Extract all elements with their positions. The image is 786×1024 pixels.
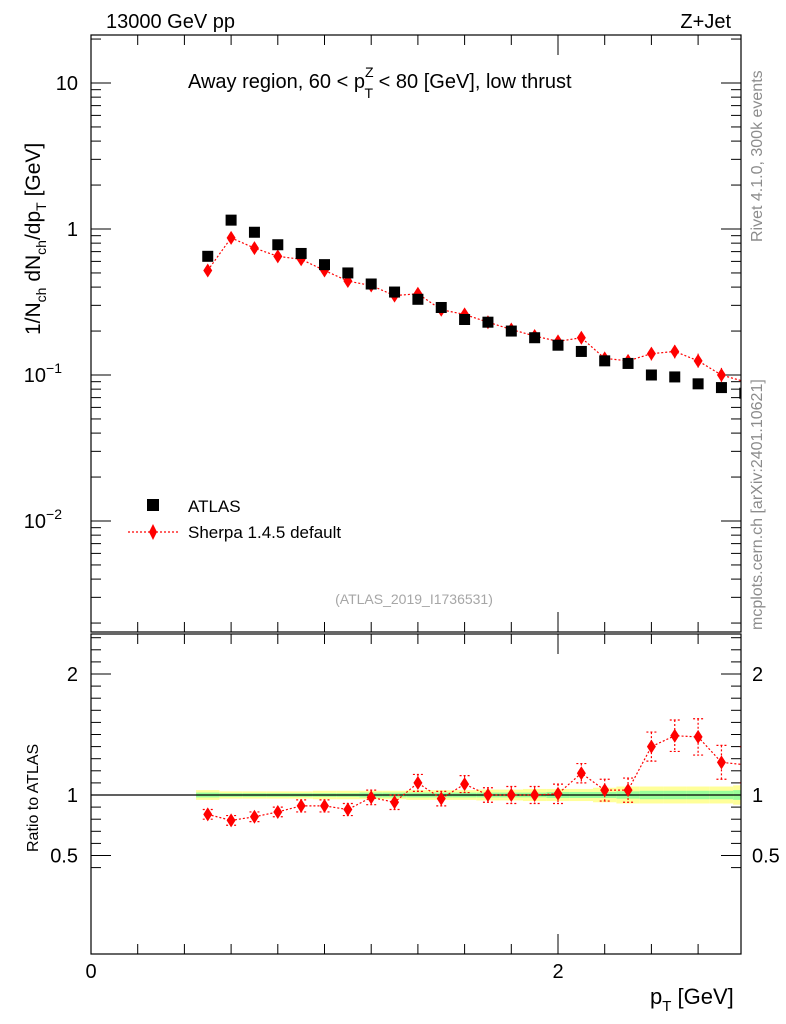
- ratio-y-tick-label-right: 2: [752, 664, 763, 686]
- main-series: [202, 214, 741, 399]
- sherpa-point: [296, 252, 306, 267]
- atlas-point: [739, 387, 741, 399]
- ratio-series: [202, 718, 773, 828]
- sherpa-point: [576, 330, 586, 345]
- legend-marker-sherpa: [149, 524, 157, 540]
- ratio-point: [646, 739, 656, 754]
- atlas-point: [272, 239, 284, 251]
- ratio-point: [670, 728, 680, 743]
- atlas-point: [505, 325, 517, 337]
- sherpa-point: [249, 241, 259, 256]
- sherpa-point: [203, 263, 213, 278]
- ratio-point: [436, 791, 446, 806]
- atlas-point: [692, 378, 704, 390]
- atlas-point: [412, 293, 424, 305]
- atlas-point: [225, 214, 237, 226]
- atlas-point: [575, 345, 587, 357]
- mcplots-label: mcplots.cern.ch [arXiv:2401.10621]: [749, 379, 766, 630]
- ratio-point: [273, 804, 283, 819]
- ratio-line: [207, 735, 741, 822]
- ratio-point: [693, 729, 703, 744]
- ratio-point: [600, 783, 610, 798]
- main-y-tick-label: 1: [67, 219, 78, 241]
- ratio-frame: [90, 633, 742, 955]
- atlas-point: [389, 286, 401, 298]
- ratio-point: [366, 790, 376, 805]
- ratio-axes: 0.50.51122024: [50, 634, 780, 983]
- ratio-point: [460, 777, 470, 792]
- rivet-label: Rivet 4.1.0, 300k events: [749, 70, 766, 242]
- ratio-y-tick-label-right: 0.5: [752, 846, 780, 868]
- ratio-point: [764, 782, 773, 796]
- ratio-y-tick-label-left: 1: [67, 785, 78, 807]
- atlas-point: [342, 267, 354, 279]
- ratio-point: [553, 786, 563, 801]
- ratio-x-tick-label: 2: [552, 961, 563, 983]
- ratio-point: [740, 763, 741, 766]
- sherpa-point: [693, 353, 703, 368]
- main-y-tick-label: 10−2: [24, 506, 62, 533]
- ratio-point: [716, 755, 726, 770]
- sherpa-point: [670, 344, 680, 359]
- atlas-point: [202, 250, 214, 262]
- atlas-point: [645, 369, 657, 381]
- y-axis-label: 1/Nch dNch/dpT [GeV]: [22, 143, 49, 335]
- x-axis-label: pT [GeV]: [650, 984, 734, 1015]
- ratio-point: [623, 783, 633, 798]
- main-y-tick-label: 10: [56, 73, 78, 95]
- ratio-point: [320, 798, 329, 813]
- atlas-point: [248, 226, 260, 238]
- ratio-y-axis-label: Ratio to ATLAS: [25, 744, 42, 852]
- ratio-point: [296, 798, 306, 813]
- ratio-point: [390, 795, 400, 810]
- legend-label-sherpa: Sherpa 1.4.5 default: [188, 523, 341, 542]
- atlas-point: [552, 339, 564, 351]
- sherpa-point: [716, 368, 726, 382]
- chart-title: Away region, 60 < pZ T < 80 [GeV], low th…: [188, 64, 572, 101]
- legend: ATLAS Sherpa 1.4.5 default: [128, 497, 341, 542]
- main-axes: 10 1 10−1 10−2: [24, 35, 741, 632]
- ratio-x-tick-label: 0: [85, 961, 96, 983]
- ratio-point: [343, 802, 353, 817]
- band-inner: [780, 790, 786, 800]
- legend-label-atlas: ATLAS: [188, 497, 241, 516]
- ratio-y-tick-label-left: 2: [67, 664, 78, 686]
- ratio-point: [249, 809, 259, 824]
- sherpa-line: [207, 237, 741, 382]
- band-outer: [780, 785, 786, 804]
- legend-marker-atlas: [147, 499, 159, 511]
- ratio-point: [483, 788, 493, 802]
- atlas-point: [365, 278, 377, 290]
- atlas-point: [529, 332, 541, 344]
- sherpa-point: [226, 230, 236, 245]
- sherpa-point: [273, 249, 283, 264]
- main-y-tick-label: 10−1: [24, 360, 62, 387]
- sherpa-point: [740, 380, 741, 383]
- atlas-point: [622, 357, 634, 369]
- atlas-point: [319, 259, 330, 271]
- header-right: Z+Jet: [680, 11, 731, 33]
- ratio-point: [203, 807, 213, 822]
- header-left: 13000 GeV pp: [106, 11, 235, 33]
- atlas-point: [435, 301, 447, 313]
- atlas-point: [295, 247, 307, 259]
- ratio-point: [506, 788, 516, 802]
- atlas-point: [459, 313, 471, 325]
- ratio-point: [576, 766, 586, 781]
- atlas-point: [715, 382, 727, 394]
- sherpa-point: [646, 346, 656, 361]
- main-frame: [90, 34, 742, 633]
- ratio-point: [530, 788, 540, 802]
- atlas-point: [482, 316, 494, 328]
- ratio-y-tick-label-right: 1: [752, 785, 763, 807]
- ratio-point: [226, 813, 236, 828]
- analysis-watermark: (ATLAS_2019_I1736531): [335, 591, 493, 607]
- ratio-y-tick-label-left: 0.5: [50, 846, 78, 868]
- ratio-point: [413, 775, 423, 790]
- atlas-point: [599, 355, 611, 367]
- atlas-point: [669, 371, 681, 383]
